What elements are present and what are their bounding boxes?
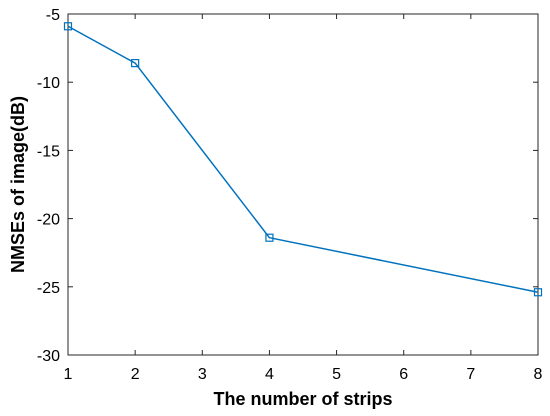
ticks-layer: 1 2 3 4 5 6 7 8 -5 -10 -15 -20 -25 -30 — [37, 7, 543, 383]
y-tick-label: -10 — [37, 75, 60, 92]
x-tick-label: 7 — [466, 366, 475, 383]
y-tick-label: -5 — [46, 7, 60, 24]
series-line — [67, 25, 539, 293]
data-point-marker — [63, 22, 73, 31]
data-point-marker — [265, 233, 274, 242]
x-tick-label: 8 — [534, 366, 543, 383]
plot-frame — [67, 13, 539, 356]
y-tick-label: -20 — [37, 212, 60, 229]
data-point-marker — [533, 288, 543, 297]
x-tick-label: 1 — [64, 366, 73, 383]
x-axis-label: The number of strips — [213, 389, 392, 409]
plot-background — [67, 13, 539, 356]
y-tick-label: -15 — [37, 143, 60, 160]
y-tick-label: -25 — [37, 280, 60, 297]
x-tick-label: 4 — [265, 366, 274, 383]
y-tick-label: -30 — [37, 348, 60, 365]
data-point-marker — [131, 59, 140, 68]
series-layer — [63, 22, 543, 297]
y-axis-label: NMSEs of image(dB) — [8, 96, 28, 273]
x-tick-label: 6 — [399, 366, 408, 383]
x-tick-label: 2 — [131, 366, 140, 383]
x-tick-label: 3 — [198, 366, 207, 383]
x-tick-label: 5 — [332, 366, 341, 383]
